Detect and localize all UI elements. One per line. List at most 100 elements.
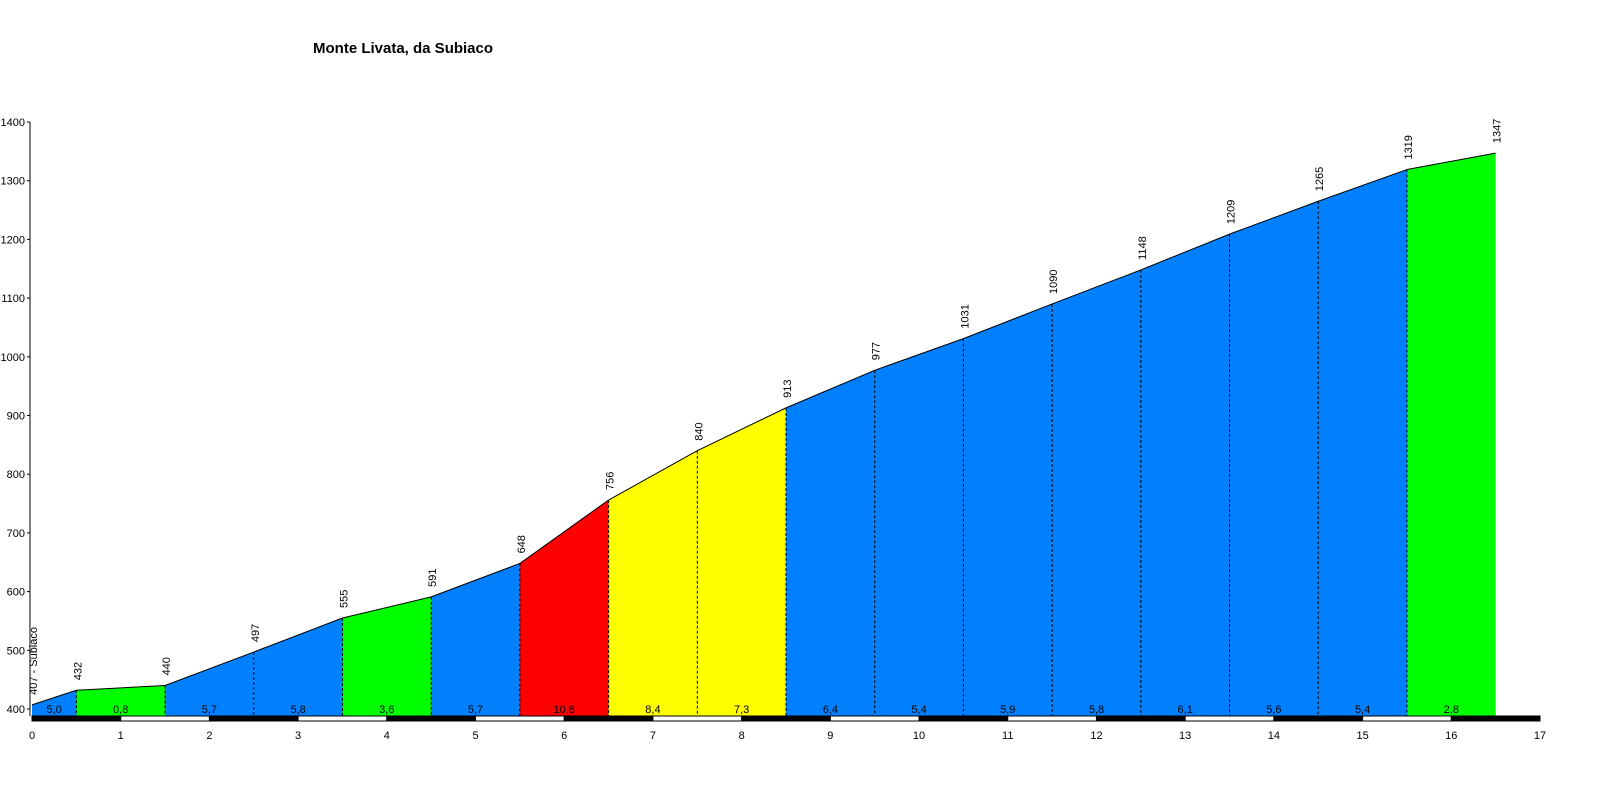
segment-area [76,685,166,716]
x-tick-label: 11 [1002,730,1013,742]
x-tick-label: 14 [1268,730,1280,742]
x-tick-label: 10 [913,730,925,742]
elevation-label: 1090 [1048,269,1060,293]
elevation-label: 440 [161,657,173,675]
km-bar [1007,715,1097,722]
x-tick-label: 4 [384,730,390,742]
x-tick-label: 5 [472,730,478,742]
km-bar [1362,715,1452,722]
km-bar [918,715,1009,722]
km-bar [1273,715,1364,722]
gradient-label: 2,8 [1444,704,1459,716]
gradient-label: 5,9 [1000,704,1015,716]
km-bar [208,715,299,722]
gradient-label: 5,7 [468,704,483,716]
elevation-label: 977 [871,342,883,360]
km-bar [652,715,743,722]
segment-area [431,563,520,716]
km-bar [297,715,388,722]
profile-edge [164,651,254,686]
elevation-label: 432 [72,662,84,680]
x-tick-label: 12 [1090,730,1102,742]
profile-edge [76,685,166,691]
elevation-label: 407 - Subiaco [28,627,40,695]
elevation-label: 1148 [1137,236,1149,260]
elevation-label: 591 [427,569,439,587]
x-tick-label: 7 [650,730,656,742]
x-tick-label: 8 [739,730,745,742]
elevation-label: 1209 [1226,200,1238,224]
y-tick-label: 600 [7,587,25,599]
profile-edge [697,407,787,452]
x-tick-label: 3 [295,730,301,742]
profile-edge [1229,200,1319,235]
segment-area [697,407,786,716]
segment-area [786,370,875,716]
gradient-label: 5,4 [1355,704,1370,716]
gradient-label: 7,3 [734,704,749,716]
x-tick-label: 1 [118,730,124,742]
x-tick-label: 9 [827,730,833,742]
profile-edge [785,369,875,409]
gradient-label: 5,4 [911,704,926,716]
x-tick-label: 2 [206,730,212,742]
km-bar [386,715,477,722]
km-bar [475,715,565,722]
gradient-label: 0,8 [113,704,128,716]
profile-edge [874,338,964,371]
km-bar [1450,715,1541,722]
profile-edge [253,617,343,653]
elevation-label: 1347 [1492,119,1504,143]
km-bar [1184,715,1275,722]
segment-area [32,690,77,716]
y-tick-label: 800 [7,469,25,481]
y-tick-label: 1400 [1,117,25,129]
y-tick-label: 400 [7,704,25,716]
x-tick-label: 17 [1534,730,1546,742]
elevation-label: 1031 [959,304,971,328]
y-tick-label: 500 [7,645,25,657]
km-bar [741,715,831,722]
gradient-label: 3,6 [379,704,394,716]
gradient-label: 5,8 [1089,704,1104,716]
segment-area [1406,153,1496,717]
segment-area [1052,269,1141,716]
gradient-label: 6,4 [823,704,838,716]
km-bar [31,715,122,722]
y-tick-label: 1100 [1,293,25,305]
segment-area [342,596,432,716]
profile-edge [1406,152,1496,171]
segment-area [253,618,343,716]
profile-edge [31,689,77,706]
segment-area [874,338,964,716]
y-tick-label: 1000 [1,352,25,364]
chart-title: Monte Livata, da Subiaco [313,40,493,57]
profile-edge [1140,233,1230,271]
segment-area [1140,234,1230,716]
gradient-label: 5,8 [290,704,305,716]
profile-edge [963,303,1053,340]
km-bar [829,715,920,722]
x-tick-label: 15 [1356,730,1368,742]
x-tick-label: 6 [561,730,567,742]
elevation-label: 497 [250,624,262,642]
gradient-label: 5,6 [1266,704,1281,716]
x-tick-label: 0 [29,730,35,742]
elevation-label: 1265 [1314,167,1326,191]
segment-area [519,500,609,716]
y-tick-label: 700 [7,528,25,540]
elevation-label: 756 [605,472,617,490]
profile-edge [431,562,521,598]
y-tick-label: 900 [7,411,25,423]
elevation-label: 1319 [1403,135,1415,159]
segment-area [608,450,698,716]
km-bar [120,715,210,722]
segment-area [1318,169,1407,716]
profile-edge [1318,169,1408,202]
gradient-label: 5,0 [47,704,62,716]
gradient-label: 6,1 [1178,704,1193,716]
segment-area [963,303,1053,716]
elevation-label: 913 [782,380,794,398]
elevation-label: 648 [516,535,528,553]
